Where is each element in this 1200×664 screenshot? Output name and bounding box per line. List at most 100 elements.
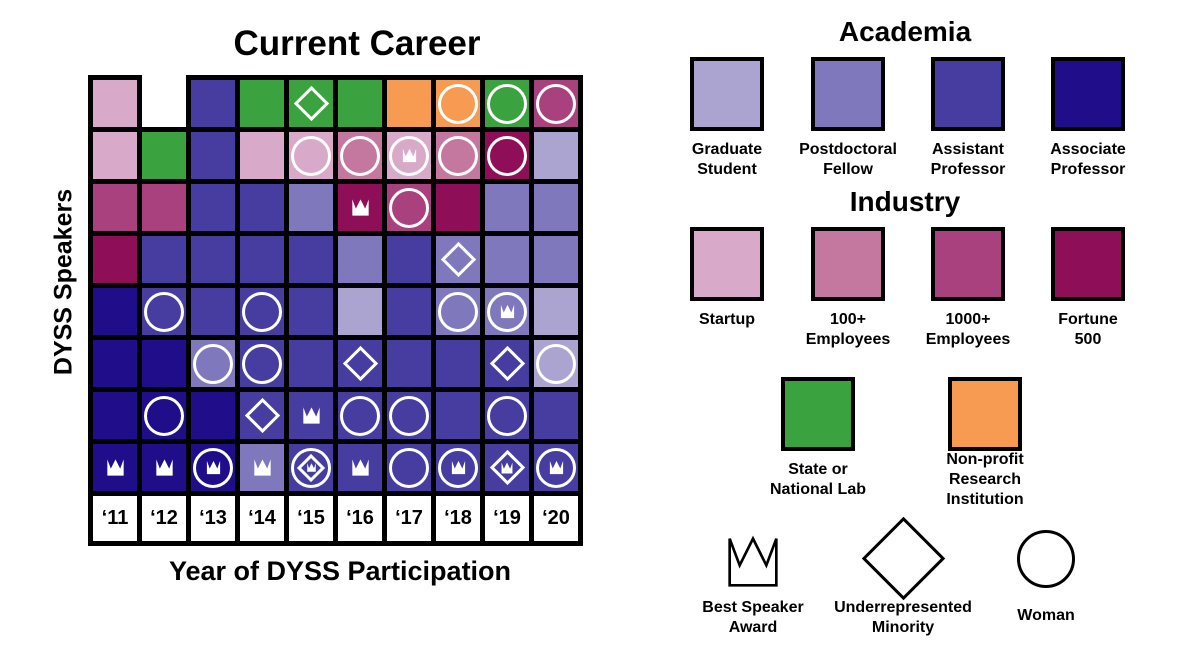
woman-circle-symbol [487,291,527,332]
grid-cell-r5c9 [480,283,534,340]
cell-content [338,238,382,282]
cell-content [534,134,578,178]
cell-content [93,446,137,490]
legend-swatch-assistant-professor [931,57,1005,131]
legend-award-crown-symbol [723,532,783,597]
year-label: ‘18 [431,491,485,546]
cell-content [93,290,137,334]
cell-content [436,82,480,126]
grid-cell-r2c10 [529,127,583,184]
legend-swatch-startup [690,227,764,301]
grid-cell-r3c10 [529,179,583,236]
cell-content [485,446,529,490]
cell-content [289,82,333,126]
award-crown-symbol [206,460,220,475]
grid-cell-r8c4 [235,439,289,496]
cell-content [436,446,480,490]
award-crown-symbol [351,199,369,216]
grid-cell-r3c8 [431,179,485,236]
cell-content [289,134,333,178]
minority-diamond-symbol [440,241,476,278]
grid-row [88,127,583,184]
award-crown-symbol [306,463,316,472]
minority-diamond-symbol [489,345,525,382]
woman-circle-symbol [389,135,429,176]
grid-cell-r6c4 [235,335,289,392]
cell-content [436,134,480,178]
woman-circle-symbol [389,395,429,436]
grid-cell-r7c5 [284,387,338,444]
cell-content [240,394,284,438]
cell-content [534,446,578,490]
grid-cell-r6c2 [137,335,191,392]
grid-cell-r5c1 [88,283,142,340]
cell-content [338,290,382,334]
grid-row [88,179,583,236]
legend-swatch-fortune-500 [1051,227,1125,301]
cell-content [534,238,578,282]
grid-row [88,335,583,392]
award-crown-symbol [501,462,513,473]
cell-content [387,446,431,490]
legend-label-non-profit-research-institution: Non-profit Research Institution [946,451,1024,508]
woman-circle-symbol [193,343,233,384]
grid-cell-r3c6 [333,179,387,236]
year-label: ‘17 [382,491,436,546]
minority-diamond-symbol [293,85,329,122]
grid-cell-r5c2 [137,283,191,340]
woman-circle-symbol [487,83,527,124]
cell-content [240,186,284,230]
award-crown-symbol [302,407,320,424]
legend-label-associate-professor: Associate Professor [1050,141,1126,178]
legend-label-startup: Startup [699,311,755,328]
grid-cell-r1c10 [529,75,583,132]
cell-content [485,82,529,126]
grid-cell-r8c8 [431,439,485,496]
grid-cell-r7c7 [382,387,436,444]
legend-swatch-non-profit-research-institution [948,377,1022,451]
grid-cell-r3c4 [235,179,289,236]
cell-content [289,186,333,230]
woman-circle-symbol [536,83,576,124]
cell-content [338,446,382,490]
grid-cell-r6c1 [88,335,142,392]
award-crown-symbol [351,459,369,476]
year-label: ‘19 [480,491,534,546]
woman-circle-symbol [144,291,184,332]
grid-cell-r1c2 [139,77,189,130]
grid-cell-r2c9 [480,127,534,184]
legend-academia-title: Academia [838,16,972,47]
cell-content [338,394,382,438]
legend-label-state-or-national-lab: State or National Lab [769,461,866,498]
cell-content [534,290,578,334]
grid-cell-r5c3 [186,283,240,340]
cell-content [142,238,186,282]
year-label-row: ‘11 ‘12 ‘13 ‘14 ‘15 ‘16 ‘17 ‘18 ‘19 ‘20 [88,491,583,546]
grid-cell-r4c9 [480,231,534,288]
legend-label-postdoctoral-fellow: Postdoctoral Fellow [799,141,897,178]
award-crown-symbol [549,460,563,475]
cell-content [142,186,186,230]
grid-cell-r4c10 [529,231,583,288]
year-label: ‘16 [333,491,387,546]
cell-content [93,238,137,282]
award-crown-symbol [451,460,465,475]
grid-cell-r7c1 [88,387,142,444]
woman-circle-symbol [291,447,331,488]
cell-content [289,446,333,490]
cell-content [436,186,480,230]
grid-cell-r4c2 [137,231,191,288]
cell-content [142,290,186,334]
cell-content [240,82,284,126]
legend-label-graduate-student: Graduate Student [691,141,763,178]
woman-circle-symbol [438,83,478,124]
grid-cell-r8c6 [333,439,387,496]
grid-row [88,231,583,288]
grid-cell-r2c6 [333,127,387,184]
grid-cell-r1c8 [431,75,485,132]
grid-cell-r6c5 [284,335,338,392]
cell-content [240,290,284,334]
cell-content [387,82,431,126]
cell-content [191,238,235,282]
year-label: ‘14 [235,491,289,546]
